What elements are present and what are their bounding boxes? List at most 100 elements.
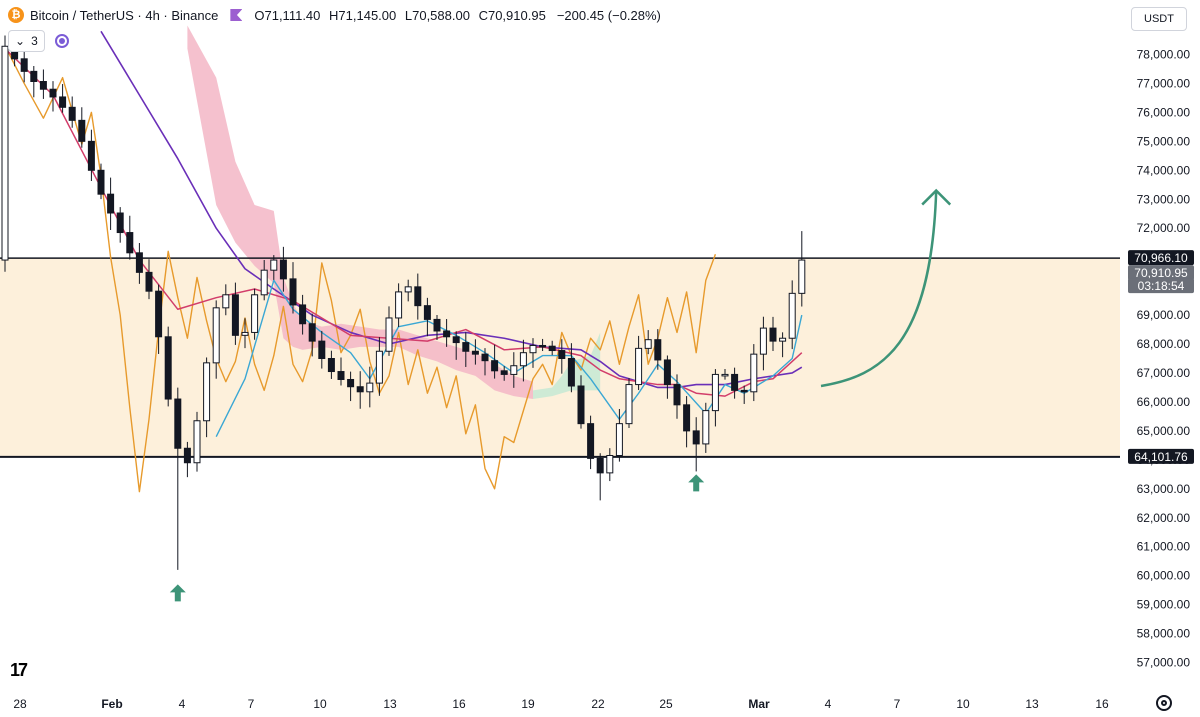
candle-body (289, 278, 297, 306)
candle (529, 338, 537, 368)
candle-body (683, 404, 691, 432)
candle-body (327, 358, 335, 373)
time-tick-label: 22 (591, 697, 605, 711)
candle-body (721, 373, 729, 377)
candle (404, 279, 412, 302)
candle-body (59, 96, 67, 108)
candle (683, 396, 691, 448)
support-price-label: 64,101.76 (1134, 450, 1188, 464)
candle-body (404, 286, 412, 293)
tradingview-logo[interactable]: 17 (10, 660, 28, 680)
candle (97, 163, 105, 200)
candle-body (318, 340, 326, 359)
candle-body (558, 350, 566, 360)
time-axis (0, 690, 1120, 717)
last-price-label: 70,910.95 (1134, 266, 1188, 280)
price-tick-label: 67,000.00 (1137, 366, 1191, 380)
flag-icon[interactable] (230, 9, 243, 21)
candle-body (567, 358, 575, 387)
time-tick-label: 7 (248, 697, 255, 711)
candle-body (500, 370, 508, 375)
candle (231, 282, 239, 345)
candle (750, 344, 758, 402)
price-tick-label: 78,000.00 (1137, 47, 1191, 61)
candle (270, 255, 278, 280)
last-price-box (1128, 265, 1194, 281)
candle-body (164, 336, 172, 400)
price-tick-label: 76,000.00 (1137, 105, 1191, 119)
close-label: C (478, 7, 488, 23)
candle (721, 369, 729, 380)
candle (740, 385, 748, 404)
settings-icon[interactable] (1156, 695, 1172, 711)
resistance-price-box (1128, 250, 1194, 266)
candle (385, 306, 393, 356)
candle-body (20, 58, 28, 72)
candle (164, 326, 172, 407)
price-tick-label: 75,000.00 (1137, 134, 1191, 148)
candle-body (375, 350, 383, 384)
candle (567, 343, 575, 393)
candle (366, 366, 374, 408)
candle (135, 243, 143, 284)
candle-body (193, 420, 201, 464)
candle-body (241, 331, 249, 336)
candle-body (654, 339, 662, 361)
candle-body (107, 193, 115, 214)
candle (126, 215, 134, 260)
candle (145, 259, 153, 300)
indicators-toggle-button[interactable]: ⌄ 3 (8, 30, 45, 52)
candle (510, 352, 518, 388)
time-tick-label: 16 (452, 697, 466, 711)
time-tick-label: 7 (894, 697, 901, 711)
candle-body (423, 305, 431, 320)
candle-body (471, 350, 479, 355)
candle (596, 453, 604, 501)
candle (49, 81, 57, 112)
time-tick-label: 25 (659, 697, 673, 711)
candle-body (673, 384, 681, 406)
candle (625, 378, 633, 429)
candle (318, 330, 326, 369)
resistance-price-label: 70,966.10 (1134, 251, 1188, 265)
candle (347, 371, 355, 402)
candle-body (539, 344, 547, 348)
indicator-row: ⌄ 3 (8, 30, 69, 52)
candle (1, 35, 9, 272)
price-change: −200.45 (−0.28%) (556, 7, 661, 23)
candle (20, 48, 28, 83)
candle (491, 344, 499, 379)
candle-body (711, 373, 719, 412)
candle (654, 329, 662, 370)
candle (116, 207, 124, 243)
projection-arrow (820, 190, 938, 388)
candle (711, 369, 719, 427)
bitcoin-icon[interactable]: ₿ (8, 7, 24, 23)
time-tick-label: 13 (383, 697, 397, 711)
price-tick-label: 74,000.00 (1137, 163, 1191, 177)
candle-body (126, 232, 134, 254)
low-value: 70,588.00 (412, 7, 470, 23)
indicator-count: 3 (31, 34, 38, 48)
candle-body (510, 365, 518, 375)
price-tick-label: 61,000.00 (1137, 540, 1191, 554)
candle (615, 409, 623, 462)
candle (356, 371, 364, 409)
candle (452, 331, 460, 360)
close-value: 70,910.95 (487, 7, 546, 23)
candle-body (692, 430, 700, 445)
candle-body (625, 384, 633, 425)
candle (68, 96, 76, 128)
candle (107, 177, 115, 230)
open-label: O (254, 7, 265, 23)
price-tick-label: 65,000.00 (1137, 424, 1191, 438)
symbol-title[interactable]: Bitcoin / TetherUS · 4h · Binance (30, 7, 219, 23)
eye-icon[interactable] (54, 34, 69, 48)
candle-body (1, 45, 9, 261)
currency-button[interactable]: USDT (1131, 7, 1187, 31)
price-tick-label: 62,000.00 (1137, 511, 1191, 525)
candle (212, 300, 220, 379)
time-tick-label: 4 (825, 697, 832, 711)
candle (606, 448, 614, 482)
